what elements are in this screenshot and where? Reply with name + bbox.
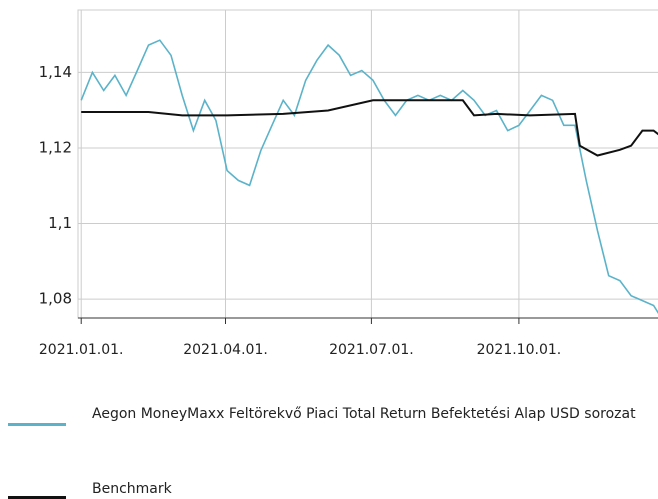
x-tick-label: 2021.10.01. — [477, 342, 562, 358]
chart: 1,08 1,1 1,12 1,14 2021.01.01. 2021.04.01. 202… — [39, 9, 658, 358]
legend-label: Aegon MoneyMaxx Feltörekvő Piaci Total R… — [92, 406, 636, 422]
y-tick-label: 1,08 — [39, 290, 72, 308]
legend-label: Benchmark — [92, 481, 172, 497]
series-line — [80, 39, 658, 315]
y-tick-label: 1,12 — [39, 138, 72, 156]
x-tick-label: 2021.07.01. — [329, 342, 414, 358]
y-tick-label: 1,14 — [39, 63, 72, 81]
series-line — [81, 99, 658, 157]
y-tick-label: 1,1 — [48, 214, 72, 232]
x-tick-label: 2021.01.01. — [39, 342, 124, 358]
plot-area — [77, 9, 658, 319]
x-tick-label: 2021.04.01. — [183, 342, 268, 358]
legend-swatch — [8, 423, 66, 426]
